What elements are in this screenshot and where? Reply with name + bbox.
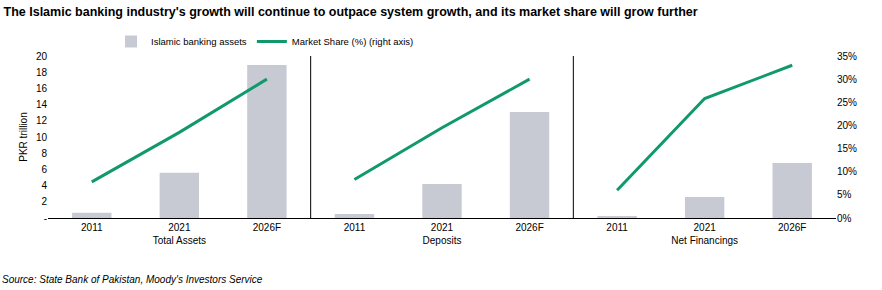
- svg-text:2021: 2021: [431, 222, 454, 233]
- svg-text:18: 18: [36, 67, 48, 78]
- svg-text:14: 14: [36, 99, 48, 110]
- svg-text:16: 16: [36, 83, 48, 94]
- svg-text:2011: 2011: [606, 222, 628, 233]
- svg-text:Total Assets: Total Assets: [153, 235, 206, 246]
- svg-text:12: 12: [36, 115, 48, 126]
- svg-text:2021: 2021: [694, 222, 717, 233]
- svg-text:Source: State Bank of Pakistan: Source: State Bank of Pakistan, Moody's …: [2, 274, 263, 285]
- svg-text:30%: 30%: [837, 74, 857, 85]
- svg-text:10: 10: [36, 132, 48, 143]
- svg-text:25%: 25%: [837, 97, 857, 108]
- svg-text:2021: 2021: [168, 222, 191, 233]
- svg-text:Market Share (%) (right axis): Market Share (%) (right axis): [292, 36, 413, 47]
- svg-text:5%: 5%: [837, 189, 852, 200]
- svg-text:10%: 10%: [837, 166, 857, 177]
- svg-text:Deposits: Deposits: [423, 235, 462, 246]
- svg-text:2026F: 2026F: [253, 222, 281, 233]
- svg-text:2026F: 2026F: [515, 222, 543, 233]
- svg-text:6: 6: [41, 164, 47, 175]
- svg-text:4: 4: [41, 180, 47, 191]
- svg-text:0%: 0%: [837, 213, 852, 224]
- svg-text:15%: 15%: [837, 143, 857, 154]
- svg-text:Islamic banking assets: Islamic banking assets: [151, 36, 247, 47]
- svg-text:Net Financings: Net Financings: [671, 235, 738, 246]
- svg-text:8: 8: [41, 148, 47, 159]
- svg-text:2026F: 2026F: [778, 222, 806, 233]
- svg-text:20: 20: [36, 51, 48, 62]
- svg-text:2: 2: [41, 196, 47, 207]
- svg-text:35%: 35%: [837, 51, 857, 62]
- svg-text:-: -: [44, 213, 47, 224]
- svg-text:2011: 2011: [344, 222, 366, 233]
- svg-text:20%: 20%: [837, 120, 857, 131]
- svg-text:2011: 2011: [81, 222, 103, 233]
- svg-text:The Islamic banking industry's: The Islamic banking industry's growth wi…: [4, 5, 698, 19]
- svg-text:PKR trillion: PKR trillion: [18, 112, 29, 161]
